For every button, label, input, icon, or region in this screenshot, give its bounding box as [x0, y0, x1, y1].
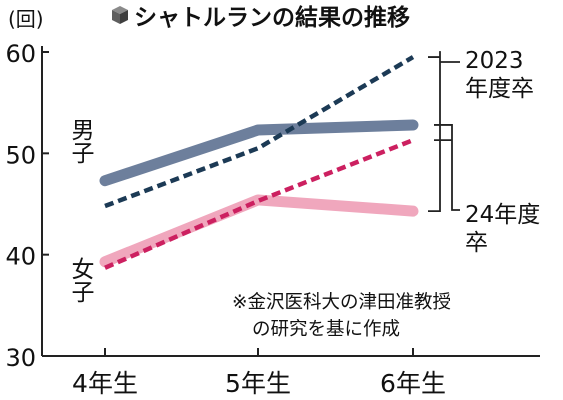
title-icon — [112, 6, 128, 24]
group-label-girls: 女子 — [67, 257, 94, 303]
group-label-boys: 男子 — [67, 118, 95, 164]
cohort-brackets — [428, 51, 460, 212]
y-axis-label: (回) — [8, 7, 44, 31]
legend-2023-line2: 年度卒 — [465, 76, 534, 102]
bracket-24 — [434, 124, 460, 211]
series-line-boys-24 — [99, 119, 419, 187]
legend-24-line2: 卒 — [465, 230, 488, 256]
chart-title: シャトルランの結果の推移 — [134, 4, 410, 31]
bracket-2023 — [428, 51, 460, 212]
x-tick-label: 4年生 — [72, 369, 138, 398]
y-tick-label: 30 — [5, 344, 36, 372]
x-tick-label: 5年生 — [225, 369, 291, 398]
source-note-line2: の研究を基に作成 — [252, 319, 400, 340]
y-tick-label: 50 — [5, 141, 36, 169]
legend-2023-line1: 2023 — [465, 48, 524, 74]
series-line-girls-24 — [99, 194, 419, 268]
legend-24-line1: 24年度 — [465, 202, 540, 228]
source-note-line1: ※金沢医科大の津田准教授 — [232, 292, 451, 313]
series-line-boys-2023 — [104, 55, 415, 209]
y-tick-label: 40 — [5, 243, 36, 271]
x-tick-label: 6年生 — [380, 369, 446, 398]
y-tick-label: 60 — [5, 40, 36, 68]
